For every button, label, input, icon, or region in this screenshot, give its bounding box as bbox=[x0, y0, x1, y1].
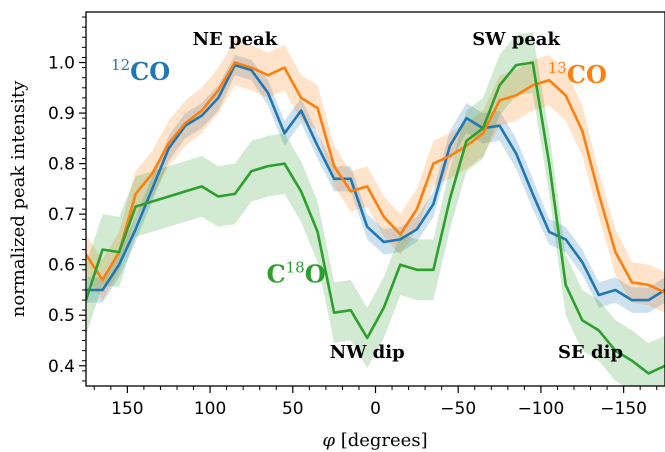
y-tick-label: 0.7 bbox=[48, 205, 75, 225]
annotation: NW dip bbox=[330, 342, 405, 363]
x-tick-label: −100 bbox=[518, 399, 565, 419]
y-tick-label: 1.0 bbox=[48, 54, 75, 74]
y-tick-label: 0.8 bbox=[48, 155, 75, 175]
error-band-1 bbox=[86, 39, 665, 313]
y-tick-label: 0.4 bbox=[48, 357, 75, 377]
y-axis-title: normalized peak intensity bbox=[8, 80, 29, 317]
y-tick-label: 0.5 bbox=[48, 306, 75, 326]
annotation: SW peak bbox=[472, 29, 560, 50]
x-axis-symbol: φ bbox=[322, 430, 335, 451]
x-tick-label: 100 bbox=[194, 399, 226, 419]
x-tick-label: 50 bbox=[282, 399, 304, 419]
series-lines bbox=[86, 61, 665, 375]
y-tick-label: 0.9 bbox=[48, 104, 75, 124]
y-axis-ticks: 0.4 0.5 0.6 0.7 0.8 0.9 1.0 bbox=[48, 16, 86, 382]
x-tick-label: −50 bbox=[440, 399, 476, 419]
error-bands bbox=[86, 32, 665, 386]
error-band-0 bbox=[86, 55, 665, 313]
annotation: SE dip bbox=[558, 342, 623, 363]
series-label-2: C18O bbox=[267, 258, 326, 288]
series-line-0 bbox=[86, 63, 665, 302]
x-tick-label: 150 bbox=[111, 399, 143, 419]
x-tick-label: −150 bbox=[600, 399, 647, 419]
x-axis-unit: [degrees] bbox=[335, 430, 428, 451]
x-axis-title: φ [degrees] bbox=[322, 430, 427, 451]
annotation: NE peak bbox=[193, 29, 278, 50]
error-band-2 bbox=[86, 32, 665, 386]
series-label-0: 12CO bbox=[111, 56, 170, 86]
annotations: NE peak SW peak NW dip SE dip bbox=[193, 29, 623, 363]
y-tick-label: 0.6 bbox=[48, 256, 75, 276]
x-tick-label: 0 bbox=[370, 399, 381, 419]
series-labels: 12CO 13CO C18O bbox=[111, 56, 607, 288]
x-axis-ticks: 150 100 50 0 −50 −100 −150 bbox=[93, 386, 658, 419]
series-label-1: 13CO bbox=[548, 59, 607, 89]
series-line-1 bbox=[86, 61, 665, 294]
series-line-2 bbox=[86, 61, 665, 375]
